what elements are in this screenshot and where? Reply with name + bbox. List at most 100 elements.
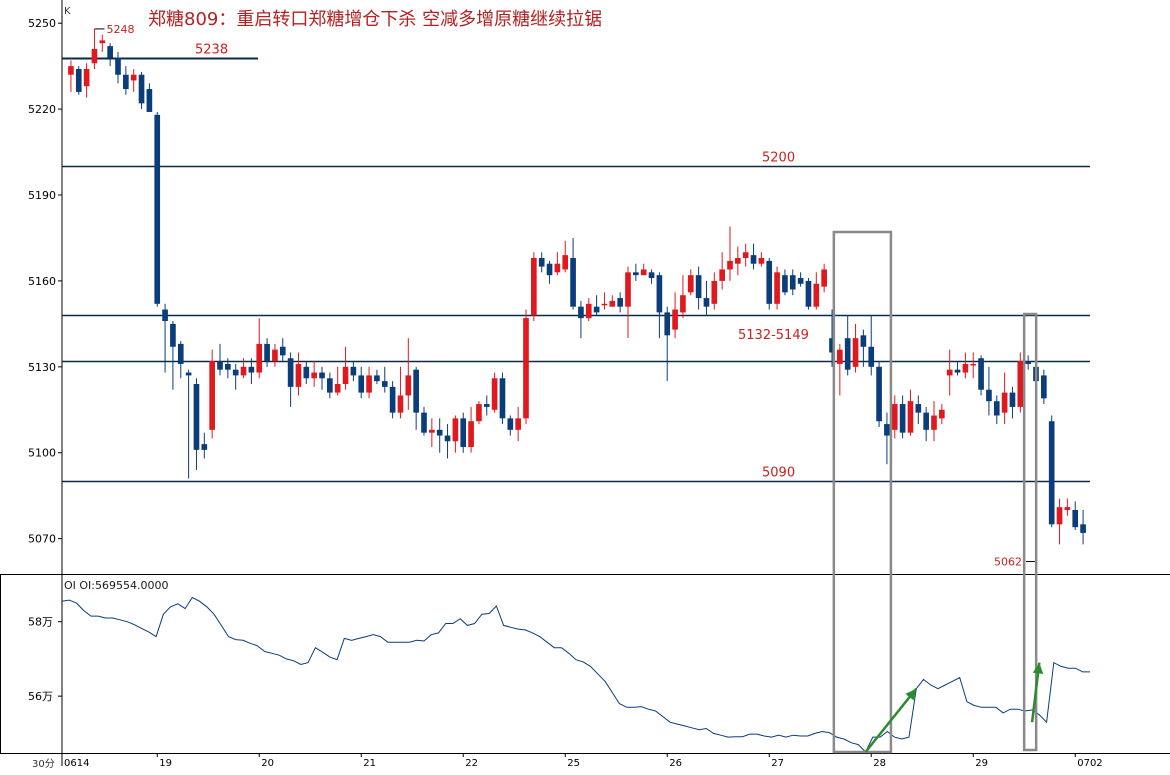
candle — [742, 243, 749, 267]
candle-body — [1056, 507, 1063, 525]
candle-body — [829, 338, 835, 353]
candle-body — [1017, 361, 1024, 407]
candle-body — [601, 303, 608, 306]
candle-body — [413, 369, 419, 413]
candle — [476, 401, 482, 425]
candle — [358, 366, 365, 399]
candle — [884, 412, 890, 465]
candle-body — [138, 74, 145, 104]
candle-body — [585, 303, 592, 319]
candle — [319, 366, 325, 390]
candle — [797, 272, 804, 287]
price-tick-label: 5250 — [28, 17, 56, 30]
open-interest-series — [61, 596, 1090, 753]
candle-body — [884, 424, 890, 436]
date-tick-label: 28 — [873, 758, 886, 769]
candle — [993, 395, 1000, 425]
candle-body — [1048, 421, 1055, 525]
candle — [162, 303, 168, 373]
candle — [499, 372, 506, 425]
candle — [946, 349, 953, 396]
candle-body — [177, 343, 184, 364]
candle-body — [444, 435, 451, 442]
candle — [695, 266, 702, 310]
candle — [633, 263, 639, 281]
candle — [327, 372, 333, 399]
candle — [1064, 498, 1071, 516]
candle-body — [248, 366, 255, 373]
candle — [272, 343, 278, 367]
candle-body — [954, 369, 961, 373]
candle-body — [476, 404, 482, 422]
candle-body — [421, 412, 427, 433]
candle-body — [774, 272, 780, 304]
annotations: 5248 5062 — [94, 23, 1044, 754]
candle — [483, 395, 490, 416]
candle-body — [633, 272, 639, 276]
candle-body — [264, 343, 270, 362]
candle-body — [374, 375, 380, 382]
candle-body — [837, 349, 843, 364]
candle-body — [899, 404, 906, 433]
candle — [672, 292, 678, 339]
candle-body — [703, 298, 710, 307]
candle-body — [193, 384, 200, 450]
candle — [468, 406, 474, 453]
date-tick-label: 22 — [465, 758, 478, 769]
candle — [491, 372, 498, 413]
candle-body — [742, 252, 749, 258]
candle — [115, 51, 121, 84]
candle-body — [436, 429, 443, 436]
candle — [750, 243, 757, 270]
candle-body — [1080, 524, 1086, 533]
candle — [1041, 369, 1047, 405]
candle-body — [358, 375, 365, 393]
candle-body — [209, 361, 215, 430]
candle-body — [907, 401, 914, 433]
candle — [366, 366, 372, 399]
candle-body — [797, 278, 804, 284]
candle — [680, 275, 686, 319]
candle-body — [460, 418, 467, 447]
candle-body — [115, 57, 121, 75]
oi-line — [61, 596, 1090, 753]
date-tick-label: 25 — [567, 758, 580, 769]
candle-body — [287, 358, 294, 387]
candle-body — [162, 309, 168, 321]
candle — [381, 366, 388, 393]
candle-body — [695, 275, 702, 299]
date-tick-label: 26 — [669, 758, 682, 769]
price-tick-label: 5070 — [28, 533, 56, 546]
candle — [1001, 372, 1008, 425]
candle — [805, 278, 812, 310]
candle — [256, 318, 263, 379]
candle — [766, 258, 773, 310]
price-tick-label: 5160 — [28, 275, 56, 288]
candle-body — [272, 349, 278, 362]
candle-body — [499, 378, 506, 419]
candle-body — [750, 255, 757, 264]
candle-body — [256, 343, 263, 373]
candle-body — [891, 404, 898, 430]
candle — [719, 252, 725, 290]
candle — [789, 269, 796, 296]
candle — [334, 366, 341, 396]
candle-body — [1009, 392, 1016, 407]
candle-body — [83, 69, 90, 87]
candle — [986, 366, 992, 416]
candle — [1009, 386, 1016, 419]
candle-body — [232, 369, 239, 376]
date-tick-label: 20 — [261, 758, 274, 769]
candle — [876, 361, 882, 427]
candle-body — [366, 375, 372, 393]
candle-body — [672, 309, 678, 330]
candle — [601, 292, 608, 310]
candle-body — [130, 74, 137, 81]
candle-body — [1025, 361, 1031, 364]
date-x-axis: 0614 19 20 21 22 25 26 27 28 29 0702 — [61, 753, 1103, 769]
candle — [515, 406, 521, 442]
candle — [444, 424, 451, 459]
candle — [1017, 352, 1024, 413]
